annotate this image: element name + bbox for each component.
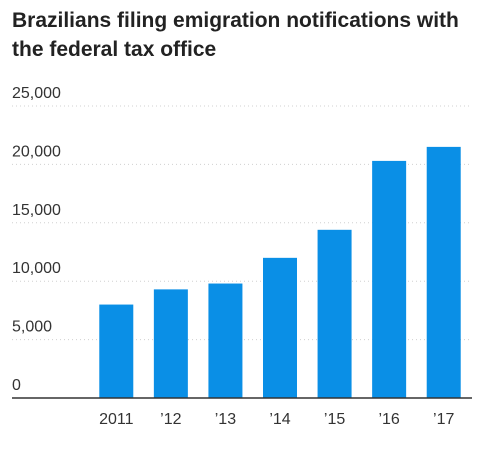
x-tick-label: 2011 (99, 411, 134, 428)
bar-5 (372, 160, 407, 398)
bar-4 (317, 229, 352, 398)
gridlines (12, 105, 472, 341)
y-tick-label: 10,000 (12, 260, 61, 277)
x-tick-label: ’14 (269, 411, 290, 428)
y-tick-label: 0 (12, 377, 21, 394)
bar-3 (263, 257, 297, 398)
y-tick-label: 20,000 (12, 143, 61, 160)
bars (99, 146, 461, 398)
bar-0 (99, 304, 134, 398)
y-tick-label: 5,000 (12, 319, 52, 336)
bar-2 (208, 283, 243, 398)
x-tick-label: ’13 (215, 411, 236, 428)
x-tick-label: ’17 (433, 411, 454, 428)
axes: 0 5,000 10,000 15,000 20,000 25,000 2011 ’12 ’13… (12, 85, 472, 428)
x-tick-label: ’12 (160, 411, 181, 428)
x-tick-label: ’16 (378, 411, 399, 428)
y-tick-label: 15,000 (12, 202, 61, 219)
bar-6 (426, 146, 461, 398)
y-tick-label: 25,000 (12, 85, 61, 102)
bar-1 (153, 289, 188, 398)
chart-title: Brazilians filing emigration notificatio… (12, 9, 459, 61)
x-tick-label: ’15 (324, 411, 345, 428)
